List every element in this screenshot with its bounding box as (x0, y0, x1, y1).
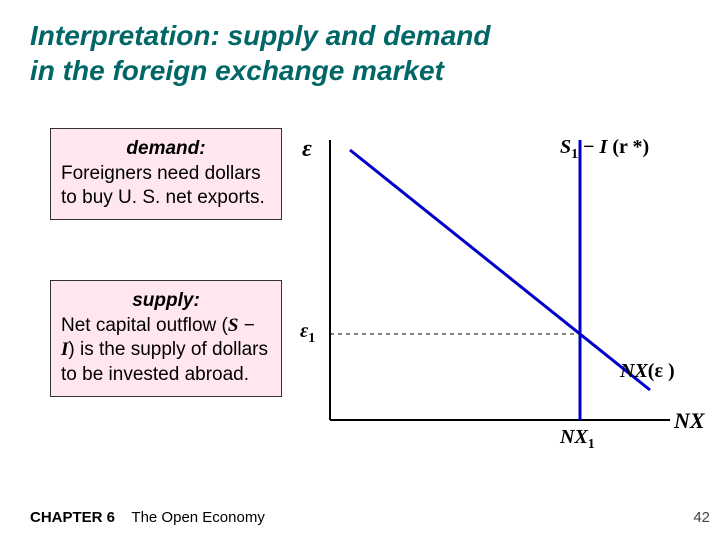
page-number: 42 (693, 509, 710, 526)
supply-minus: − (238, 315, 254, 336)
supply-body-after: ) is the supply of dollars to be investe… (61, 339, 268, 385)
epsilon-1-label: ε1 (300, 320, 315, 347)
footer-title: The Open Economy (131, 509, 264, 526)
y-axis-label: ε (302, 136, 312, 163)
supply-body: Net capital outflow (S − I) is the suppl… (61, 314, 271, 388)
nx-1-label: NX1 (560, 426, 595, 453)
demand-box: demand: Foreigners need dollars to buy U… (50, 128, 282, 220)
demand-label-NX: NX (620, 360, 648, 382)
supply-label: supply: (61, 289, 271, 314)
slide-title: Interpretation: supply and demand in the… (0, 0, 720, 98)
supply-label-minus: − (578, 136, 599, 158)
demand-curve-label: NX(ε ) (620, 360, 675, 383)
demand-label-arg: (ε ) (648, 360, 675, 382)
chart-svg (290, 130, 700, 450)
nx1-sub: 1 (588, 437, 595, 452)
supply-label-r: (r *) (607, 136, 649, 158)
supply-body-before: Net capital outflow ( (61, 315, 228, 336)
footer: CHAPTER 6 The Open Economy (30, 509, 265, 526)
title-line-1: Interpretation: supply and demand (30, 20, 490, 51)
supply-label-S: S (560, 136, 571, 158)
demand-body: Foreigners need dollars to buy U. S. net… (61, 162, 271, 211)
x-axis-label: NX (674, 408, 705, 434)
supply-box: supply: Net capital outflow (S − I) is t… (50, 280, 282, 397)
eps1-eps: ε (300, 320, 308, 342)
supply-curve-label: S1 − I (r *) (560, 136, 649, 163)
chart: ε NX S1 − I (r *) NX(ε ) ε1 NX1 (290, 130, 700, 450)
footer-chapter: CHAPTER 6 (30, 509, 115, 526)
title-line-2: in the foreign exchange market (30, 55, 444, 86)
supply-S: S (228, 315, 239, 336)
demand-label: demand: (61, 137, 271, 162)
eps1-sub: 1 (308, 331, 315, 346)
nx1-NX: NX (560, 426, 588, 448)
